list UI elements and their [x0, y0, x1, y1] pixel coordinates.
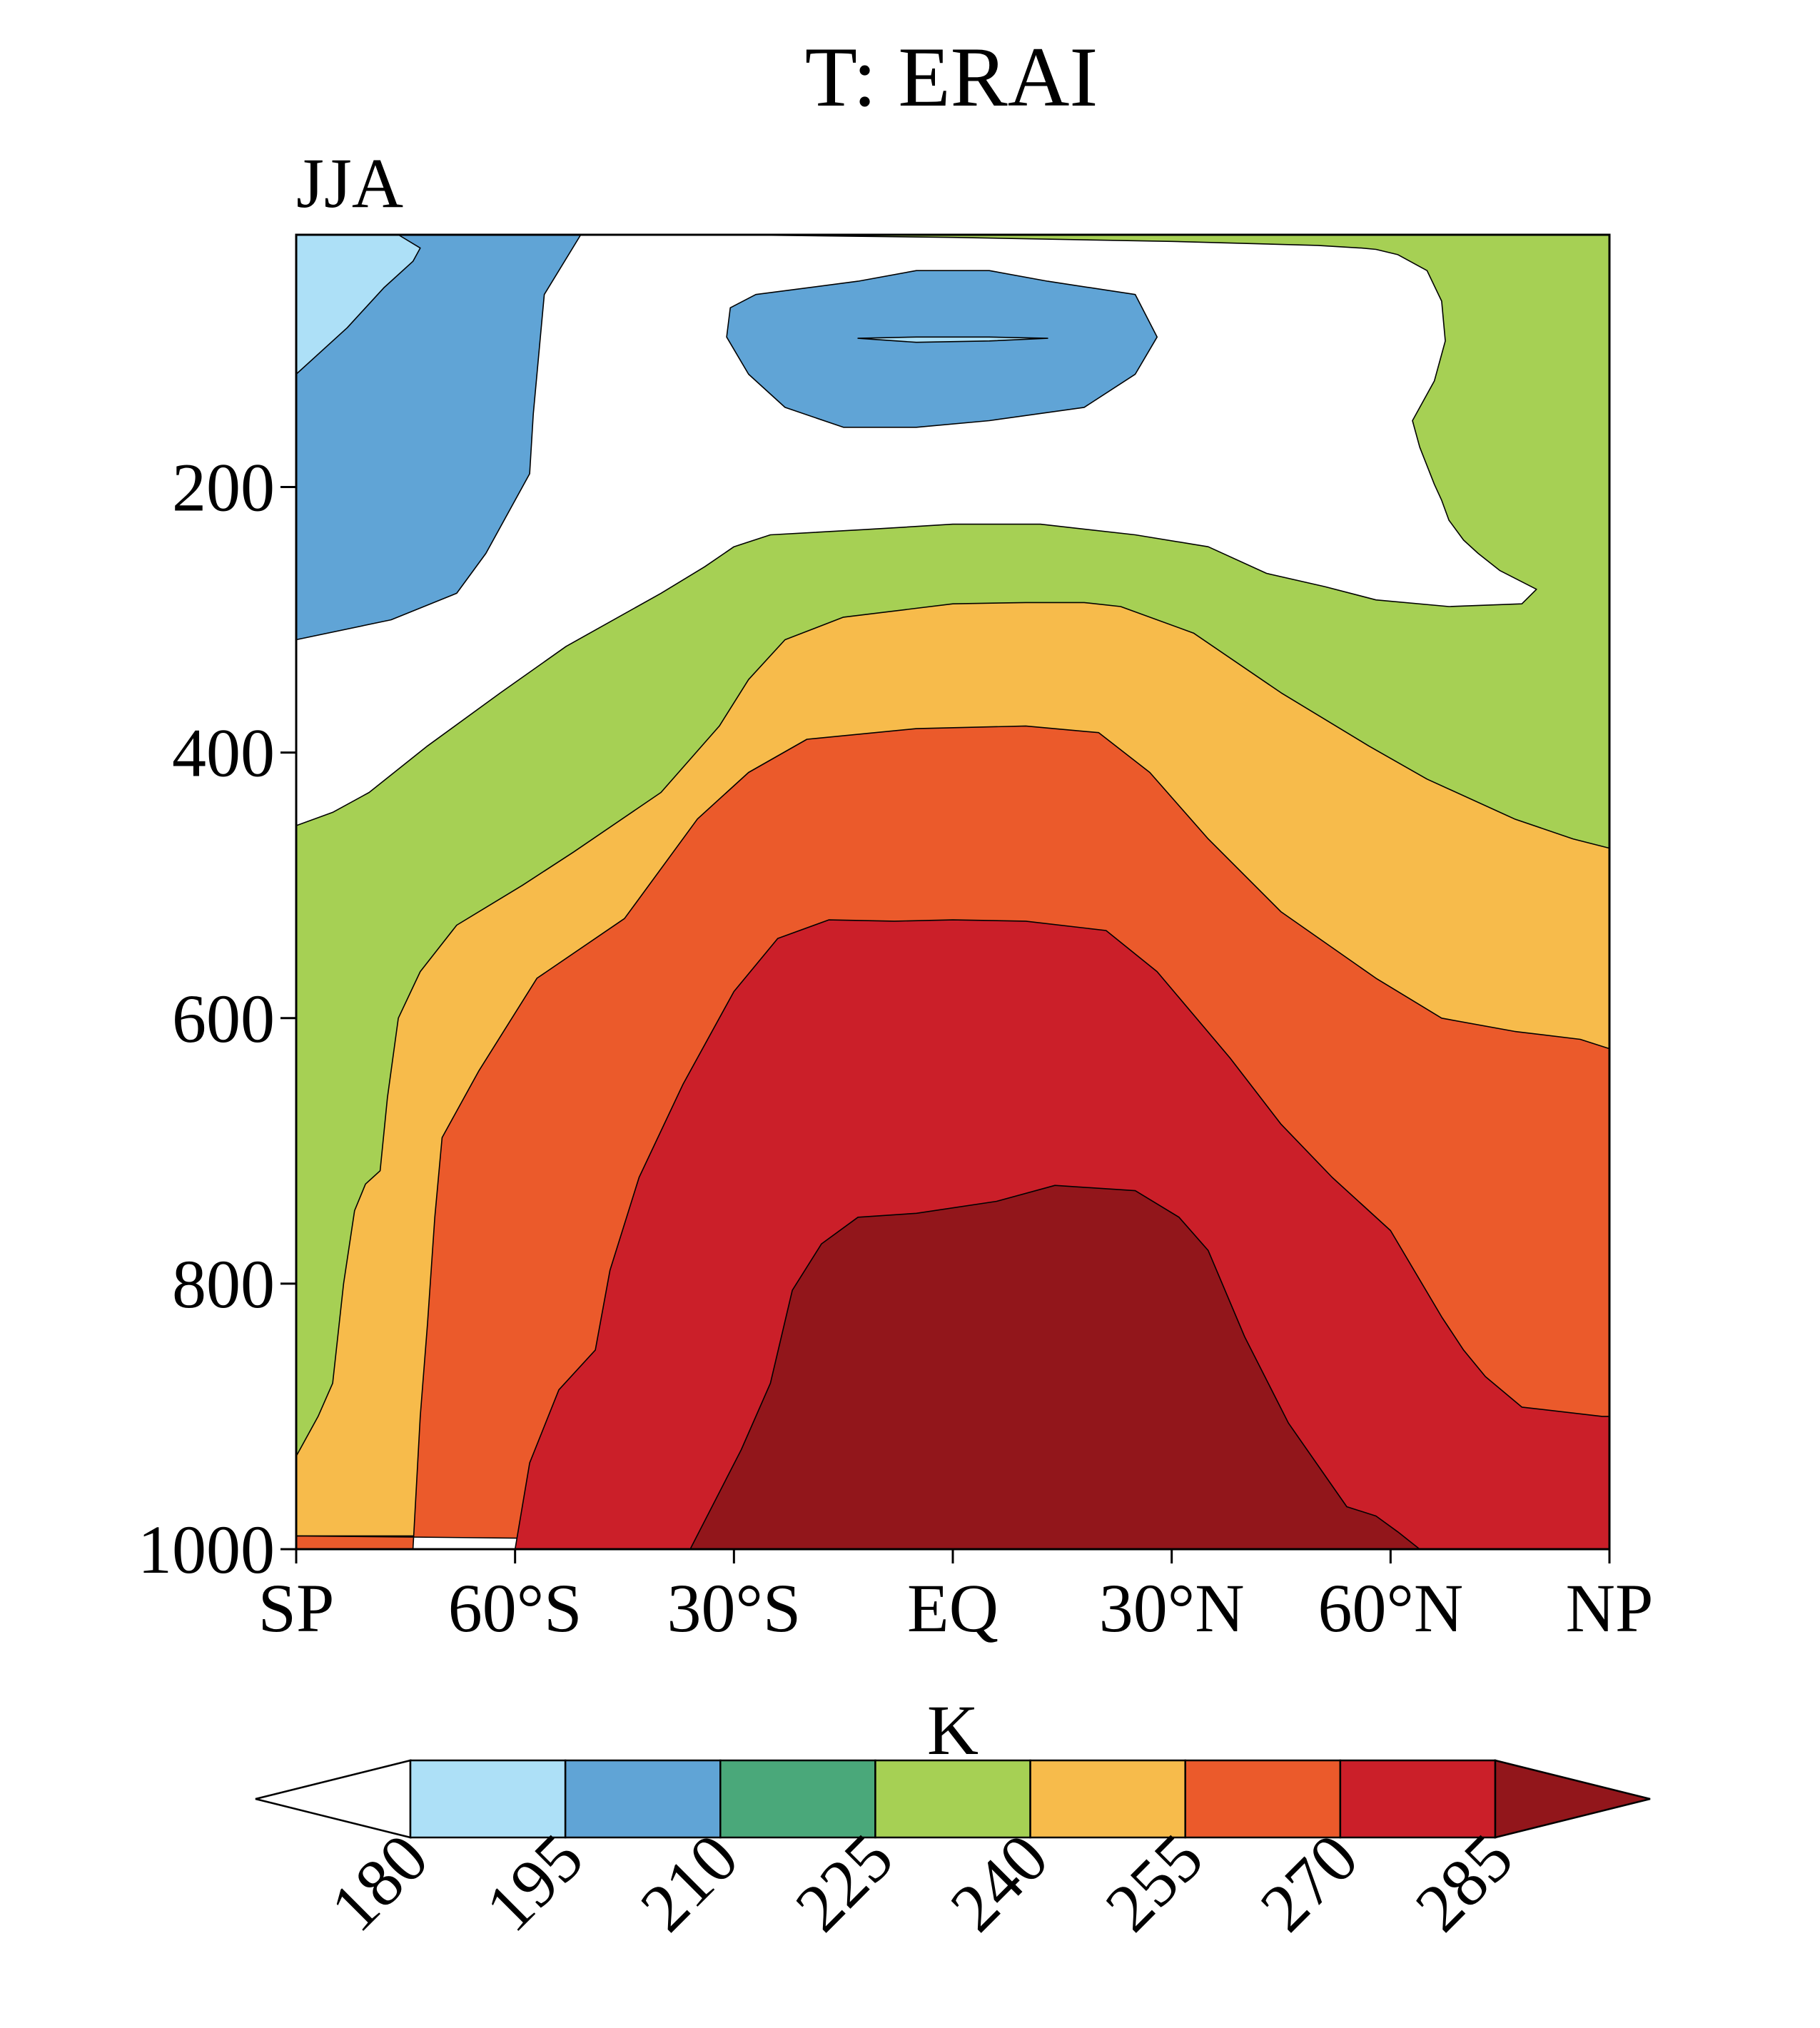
y-axis: 200 400 600 800 1000 — [138, 450, 296, 1588]
colorbar-swatch — [564, 1759, 722, 1839]
contour-band-2 — [726, 270, 1158, 428]
x-tick-label: 60°N — [1318, 1570, 1463, 1646]
colorbar-swatch — [1339, 1759, 1497, 1839]
panel-label: JJA — [296, 143, 403, 223]
colorbar-swatch — [1184, 1759, 1342, 1839]
colorbar-swatch — [1029, 1759, 1186, 1839]
chart-title: T: ERAI — [805, 29, 1098, 124]
x-axis: SP 60°S 30°S EQ 30°N 60°N NP — [258, 1549, 1654, 1646]
colorbar: 180 195 210 225 240 255 270 285 — [255, 1759, 1651, 1946]
x-tick-label: EQ — [907, 1570, 999, 1646]
y-tick-label: 200 — [172, 450, 275, 526]
x-tick-label: NP — [1566, 1570, 1654, 1646]
colorbar-swatch — [874, 1759, 1031, 1839]
y-tick-label: 600 — [172, 980, 275, 1057]
colorbar-upper-extension — [1494, 1759, 1651, 1839]
x-tick-label: 30°S — [667, 1570, 801, 1646]
contour-band-1 — [295, 234, 421, 375]
y-tick-label: 800 — [172, 1246, 275, 1322]
y-tick-label: 400 — [172, 715, 275, 791]
contour-band-0 — [295, 234, 582, 641]
x-tick-label: 30°N — [1099, 1570, 1245, 1646]
contour-band-8 — [689, 1185, 1420, 1550]
colorbar-units-label: K — [927, 1690, 979, 1770]
x-tick-label: SP — [258, 1570, 335, 1646]
y-tick-label: 1000 — [138, 1511, 275, 1588]
x-tick-label: 60°S — [448, 1570, 582, 1646]
contour-band-3 — [857, 336, 1048, 343]
contour-plot-area — [295, 234, 1610, 1550]
